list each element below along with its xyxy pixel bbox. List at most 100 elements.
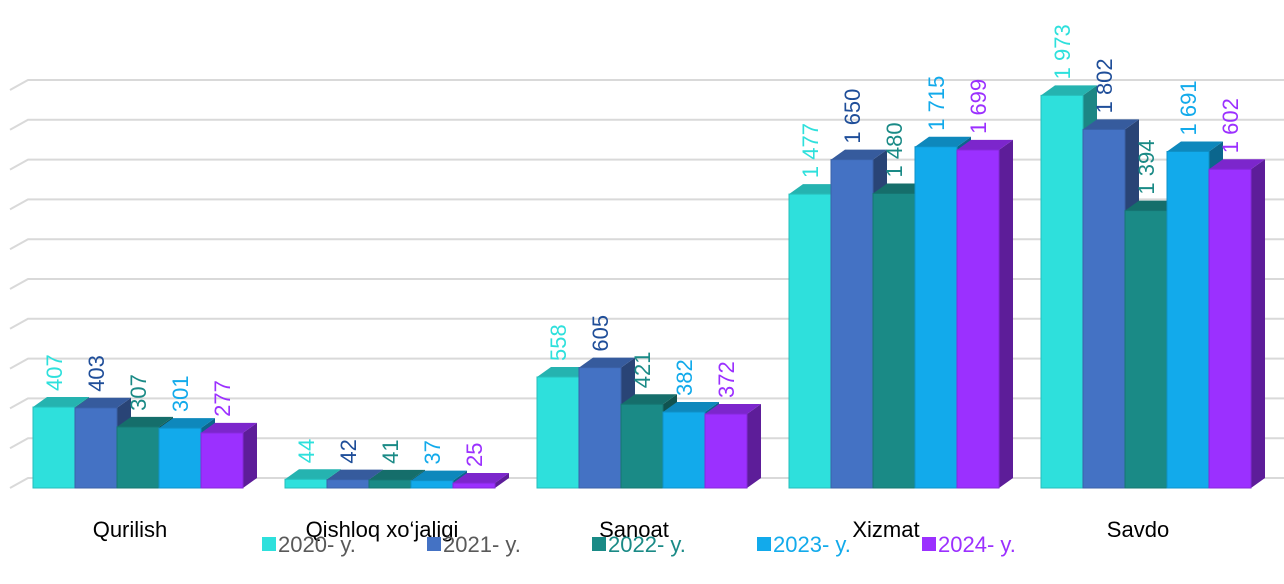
x-tick-label: Qurilish (93, 517, 168, 542)
data-label: 1 691 (1176, 80, 1201, 135)
legend-swatch (757, 537, 771, 551)
bar-side (999, 139, 1013, 489)
bar (578, 357, 635, 489)
bar (1208, 159, 1265, 489)
bar-front (578, 367, 622, 489)
data-label: 1 973 (1050, 24, 1075, 79)
data-label: 277 (210, 380, 235, 417)
bar (200, 422, 257, 489)
bar-top (411, 470, 467, 481)
data-label: 1 699 (966, 79, 991, 134)
bar-top (831, 149, 887, 160)
bar-top (1083, 119, 1139, 130)
grid-line (9, 79, 1284, 91)
bar (1040, 85, 1097, 489)
bar-front (704, 413, 748, 489)
data-label: 44 (294, 439, 319, 463)
bar-top (285, 469, 341, 480)
legend-swatch (427, 537, 441, 551)
bar-front (1040, 94, 1084, 489)
bar-front (116, 426, 160, 489)
bar-top (579, 357, 635, 368)
bar-top (159, 418, 215, 429)
bar-front (158, 427, 202, 489)
data-label: 301 (168, 375, 193, 412)
bar-front (620, 403, 664, 489)
bar-front (914, 146, 958, 489)
bar-front (956, 149, 1000, 489)
data-label: 1 650 (840, 89, 865, 144)
data-label: 558 (546, 324, 571, 361)
bar-top (327, 469, 383, 480)
data-label: 372 (714, 361, 739, 398)
bar-top (915, 136, 971, 147)
bar-top (663, 401, 719, 412)
bar-front (788, 193, 832, 489)
data-label: 382 (672, 359, 697, 396)
data-label: 1 715 (924, 76, 949, 131)
bar-top (453, 473, 509, 484)
legend-label: 2021- y. (443, 532, 521, 557)
data-label: 1 394 (1134, 140, 1159, 195)
bar-front (872, 192, 916, 489)
x-tick-label: Xizmat (852, 517, 919, 542)
bar-front (284, 478, 328, 489)
bar-top (705, 403, 761, 414)
bar-front (1082, 128, 1126, 489)
x-tick-label: Savdo (1107, 517, 1169, 542)
data-label: 421 (630, 352, 655, 389)
legend-swatch (592, 537, 606, 551)
x-tick-label: Sanoat (599, 517, 669, 542)
bar-front (200, 432, 244, 489)
bar-front (1208, 168, 1252, 489)
data-label: 42 (336, 439, 361, 463)
bar (704, 403, 761, 489)
bar-top (1041, 85, 1097, 96)
bar-top (1209, 159, 1265, 170)
bar-front (536, 376, 580, 489)
data-label: 41 (378, 439, 403, 463)
bar-top (33, 397, 89, 408)
legend-label: 2023- y. (773, 532, 851, 557)
data-label: 605 (588, 315, 613, 352)
bar (452, 473, 509, 489)
bar-side (747, 403, 761, 488)
legend-swatch (262, 537, 276, 551)
legend-swatch (922, 537, 936, 551)
legend-label: 2022- y. (608, 532, 686, 557)
data-label: 1 802 (1092, 58, 1117, 113)
bar-top (1167, 141, 1223, 152)
data-label: 1 602 (1218, 98, 1243, 153)
grid-line (9, 118, 1284, 131)
bar-front (32, 406, 76, 489)
bar-front (1124, 210, 1168, 489)
data-label: 37 (420, 440, 445, 464)
data-label: 1 480 (882, 122, 907, 177)
bar-top (75, 397, 131, 408)
bar-front (452, 482, 496, 489)
bar-side (243, 422, 257, 488)
data-label: 407 (42, 354, 67, 391)
bar-front (830, 159, 874, 489)
bar-top (117, 416, 173, 427)
legend-label: 2024- y. (938, 532, 1016, 557)
bar (956, 139, 1013, 489)
bar-front (662, 411, 706, 489)
data-label: 307 (126, 374, 151, 411)
bar-side (1251, 159, 1265, 488)
bar-top (621, 394, 677, 405)
bar-side (495, 473, 509, 488)
bar-top (201, 422, 257, 433)
bar-top (957, 139, 1013, 150)
data-label: 1 477 (798, 123, 823, 178)
bar-front (74, 407, 118, 489)
legend-label: 2020- y. (278, 532, 356, 557)
data-label: 25 (462, 443, 487, 467)
bar-front (326, 479, 370, 489)
data-label: 403 (84, 355, 109, 392)
bar-top (369, 469, 425, 480)
bar-front (368, 479, 412, 489)
bar-front (410, 480, 454, 489)
bar-front (1166, 150, 1210, 489)
